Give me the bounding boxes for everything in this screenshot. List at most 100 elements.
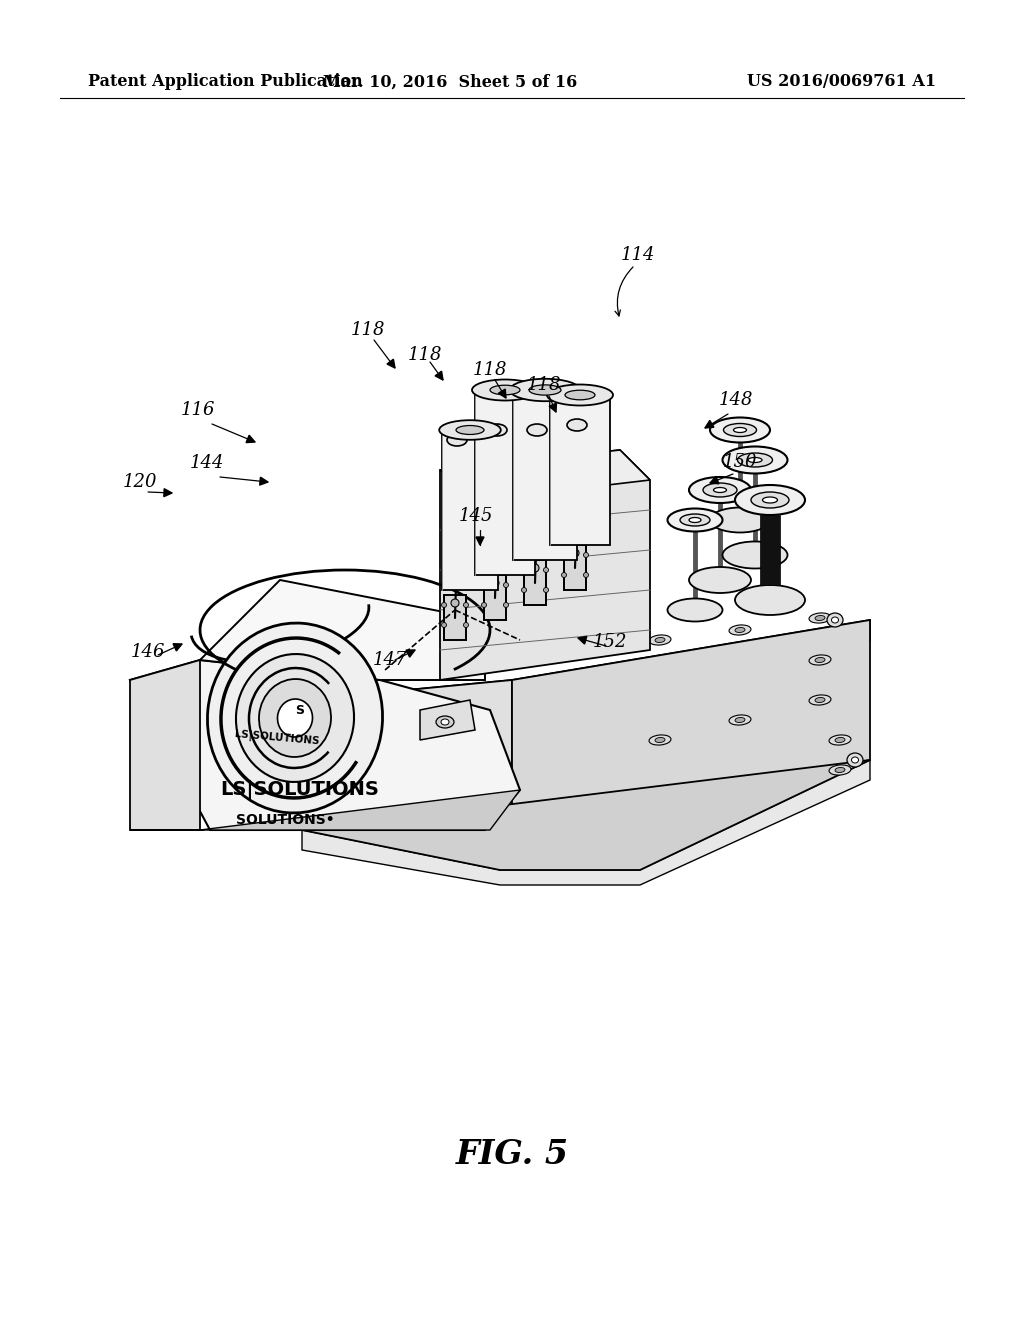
Text: 118: 118	[408, 346, 442, 364]
Ellipse shape	[649, 735, 671, 744]
Ellipse shape	[451, 599, 459, 607]
Polygon shape	[164, 488, 172, 496]
Ellipse shape	[815, 697, 825, 702]
Polygon shape	[705, 421, 714, 428]
Ellipse shape	[436, 715, 454, 729]
Ellipse shape	[278, 700, 312, 737]
Ellipse shape	[724, 424, 757, 437]
Text: 118: 118	[526, 376, 561, 393]
Text: 146: 146	[131, 643, 165, 661]
Text: LS|SOLUTIONS: LS|SOLUTIONS	[234, 729, 319, 747]
Polygon shape	[578, 636, 587, 644]
Ellipse shape	[481, 582, 486, 587]
Ellipse shape	[835, 767, 845, 772]
Ellipse shape	[456, 425, 484, 434]
Ellipse shape	[472, 380, 538, 400]
Ellipse shape	[441, 623, 446, 627]
Text: 147: 147	[373, 651, 408, 669]
Ellipse shape	[561, 573, 566, 578]
Ellipse shape	[567, 418, 587, 432]
Ellipse shape	[748, 458, 762, 462]
Ellipse shape	[737, 453, 772, 467]
Ellipse shape	[584, 553, 589, 557]
Ellipse shape	[441, 602, 446, 607]
Ellipse shape	[815, 615, 825, 620]
Polygon shape	[550, 395, 610, 545]
Ellipse shape	[735, 585, 805, 615]
Ellipse shape	[487, 424, 507, 436]
Polygon shape	[435, 371, 443, 380]
Polygon shape	[513, 389, 577, 560]
Ellipse shape	[827, 612, 843, 627]
Polygon shape	[549, 403, 556, 412]
Polygon shape	[442, 430, 498, 590]
Polygon shape	[387, 359, 395, 368]
Polygon shape	[260, 478, 268, 486]
Polygon shape	[302, 760, 870, 870]
Polygon shape	[302, 760, 870, 884]
Ellipse shape	[689, 568, 751, 593]
Polygon shape	[524, 560, 546, 605]
Ellipse shape	[710, 417, 770, 442]
Ellipse shape	[735, 484, 805, 515]
Ellipse shape	[561, 553, 566, 557]
Text: 145: 145	[459, 507, 494, 525]
Ellipse shape	[521, 587, 526, 593]
Text: 144: 144	[189, 454, 224, 473]
Polygon shape	[512, 620, 870, 830]
Ellipse shape	[714, 487, 726, 492]
Polygon shape	[246, 436, 255, 442]
Text: SOLUTIONS•: SOLUTIONS•	[236, 813, 334, 828]
Ellipse shape	[729, 715, 751, 725]
Ellipse shape	[835, 738, 845, 743]
Ellipse shape	[259, 678, 331, 756]
Text: LS|SOLUTIONS: LS|SOLUTIONS	[220, 780, 380, 800]
Ellipse shape	[689, 517, 701, 523]
Ellipse shape	[510, 379, 581, 401]
Ellipse shape	[689, 477, 751, 503]
Ellipse shape	[751, 492, 790, 508]
Polygon shape	[484, 576, 506, 620]
Ellipse shape	[481, 602, 486, 607]
Ellipse shape	[571, 549, 579, 557]
Polygon shape	[420, 700, 475, 741]
Ellipse shape	[649, 635, 671, 645]
Polygon shape	[440, 450, 650, 500]
Text: 118: 118	[351, 321, 385, 339]
Text: US 2016/0069761 A1: US 2016/0069761 A1	[746, 74, 936, 91]
Polygon shape	[527, 420, 547, 459]
Ellipse shape	[668, 598, 723, 622]
Ellipse shape	[490, 579, 499, 587]
Polygon shape	[173, 644, 182, 651]
Text: 120: 120	[123, 473, 158, 491]
Ellipse shape	[831, 616, 839, 623]
Text: Patent Application Publication: Patent Application Publication	[88, 74, 362, 91]
Ellipse shape	[504, 582, 509, 587]
Text: Mar. 10, 2016  Sheet 5 of 16: Mar. 10, 2016 Sheet 5 of 16	[323, 74, 578, 91]
Ellipse shape	[236, 653, 354, 781]
Ellipse shape	[464, 602, 469, 607]
Ellipse shape	[531, 564, 539, 572]
Ellipse shape	[464, 623, 469, 627]
Ellipse shape	[521, 568, 526, 573]
Text: 118: 118	[473, 360, 507, 379]
Polygon shape	[302, 620, 870, 760]
Ellipse shape	[815, 657, 825, 663]
Ellipse shape	[668, 508, 723, 532]
Polygon shape	[475, 389, 535, 576]
Ellipse shape	[763, 498, 777, 503]
Polygon shape	[130, 789, 520, 830]
Text: 148: 148	[719, 391, 754, 409]
Polygon shape	[567, 414, 587, 455]
Ellipse shape	[504, 602, 509, 607]
Ellipse shape	[447, 434, 467, 446]
Polygon shape	[476, 537, 484, 545]
Text: 114: 114	[621, 246, 655, 264]
Polygon shape	[760, 515, 780, 585]
Polygon shape	[200, 579, 485, 680]
Ellipse shape	[723, 541, 787, 569]
Polygon shape	[302, 680, 512, 830]
Ellipse shape	[723, 446, 787, 474]
Ellipse shape	[439, 420, 501, 440]
Polygon shape	[499, 389, 506, 399]
